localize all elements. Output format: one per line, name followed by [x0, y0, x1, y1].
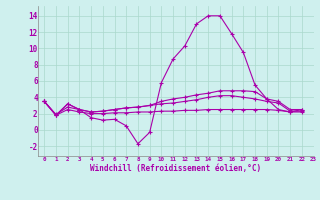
X-axis label: Windchill (Refroidissement éolien,°C): Windchill (Refroidissement éolien,°C) — [91, 164, 261, 173]
